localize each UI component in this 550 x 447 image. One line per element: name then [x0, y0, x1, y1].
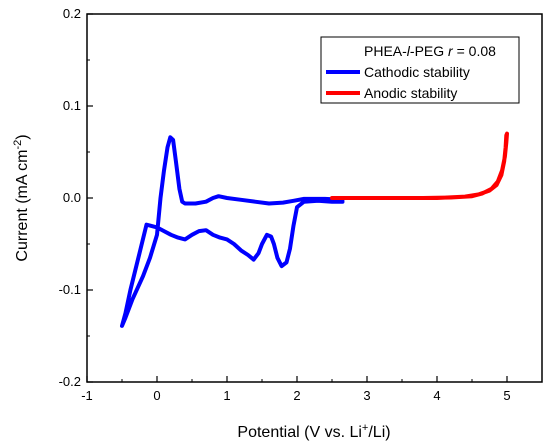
x-axis-title: Potential (V vs. Li+/Li) [237, 422, 390, 441]
y-axis-title-tail: ) [14, 134, 31, 139]
y-axis-ticks: -0.2 -0.1 0.0 0.1 0.2 [59, 6, 93, 389]
legend: PHEA-l-PEG r = 0.08 Cathodic stability A… [320, 36, 520, 104]
legend-title-part2: l [407, 43, 411, 59]
x-axis-ticks: -1 0 1 2 3 4 5 [81, 376, 511, 403]
series-layer [120, 131, 509, 328]
legend-title-part5: = 0.08 [453, 43, 496, 59]
legend-title-part1: PHEA- [364, 43, 407, 59]
x-tick-label: -1 [81, 388, 93, 403]
x-tick-label: 4 [433, 388, 440, 403]
y-tick-label: -0.2 [59, 374, 81, 389]
legend-label-cathodic: Cathodic stability [364, 64, 470, 80]
y-tick-label: 0.2 [63, 6, 81, 21]
series-line-anodic-stability [330, 131, 509, 200]
legend-label-anodic: Anodic stability [364, 85, 457, 101]
legend-title-part3: -PEG [410, 43, 448, 59]
y-tick-label: 0.0 [63, 190, 81, 205]
series-line-cathodic-stability [120, 135, 345, 328]
x-tick-label: 5 [503, 388, 510, 403]
legend-title-part4: r [448, 43, 454, 59]
x-axis-title-sup: + [362, 422, 368, 434]
y-axis-title-main: Current (mA cm [14, 150, 31, 262]
x-tick-label: 0 [153, 388, 160, 403]
y-axis-title-sup: -2 [12, 140, 24, 150]
x-tick-label: 3 [363, 388, 370, 403]
y-axis-title: Current (mA cm-2) [12, 134, 31, 261]
x-axis-title-tail: /Li) [368, 424, 390, 441]
y-tick-label: -0.1 [59, 282, 81, 297]
x-tick-label: 1 [223, 388, 230, 403]
x-axis-title-main: Potential (V vs. Li [237, 424, 362, 441]
legend-title: PHEA-l-PEG r = 0.08 [364, 43, 496, 59]
x-tick-label: 2 [293, 388, 300, 403]
y-tick-label: 0.1 [63, 98, 81, 113]
